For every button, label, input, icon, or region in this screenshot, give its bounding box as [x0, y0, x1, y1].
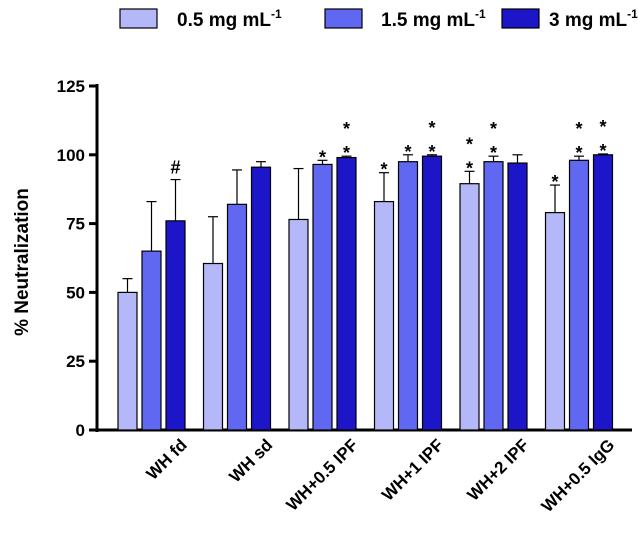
y-tick-label: 100: [57, 146, 85, 165]
bar: [312, 163, 333, 431]
significance-star: *: [490, 119, 497, 139]
bar: [202, 262, 224, 431]
bar: [592, 154, 614, 431]
significance-star: *: [343, 119, 350, 139]
bars: # * * * * * * * * * * * * * * * *: [117, 117, 614, 431]
bar: [507, 162, 528, 431]
bar: [336, 156, 357, 431]
significance-star: *: [551, 172, 558, 192]
significance-star: *: [599, 117, 606, 137]
y-axis-title: % Neutralization: [12, 188, 33, 336]
x-category-label: WH fd: [143, 435, 191, 483]
bar: [483, 161, 504, 431]
bar: [421, 155, 443, 431]
x-axis-labels: WH fd WH sd WH+0.5 IPF WH+1 IPF WH+2 IPF WH+0…: [143, 435, 619, 516]
significance-star: *: [380, 160, 387, 180]
bar: [544, 211, 566, 431]
legend-swatch: [501, 8, 540, 29]
significance-star: *: [404, 142, 411, 162]
significance-star: *: [466, 134, 473, 154]
bar: [459, 183, 480, 431]
bar: [250, 166, 272, 431]
y-tick-label: 25: [66, 352, 85, 371]
x-category-label: WH+2 IPF: [464, 435, 533, 504]
bar: [288, 218, 309, 431]
significance-star: *: [428, 118, 435, 138]
legend-label: 0.5 mg mL-1: [177, 7, 282, 31]
significance-star: *: [319, 147, 326, 167]
hash-annotation: #: [170, 158, 180, 178]
bar: [397, 161, 419, 431]
bar: [568, 159, 590, 431]
legend-swatch: [119, 8, 158, 29]
bar: [165, 220, 186, 431]
significance-star: *: [575, 143, 582, 163]
bar: [226, 203, 248, 431]
legend-label: 3 mg mL-1: [549, 7, 638, 31]
y-tick-label: 125: [57, 77, 85, 96]
x-category-label: WH+0.5 IgG: [538, 435, 619, 516]
bar: [117, 291, 138, 431]
bar: [373, 200, 395, 431]
significance-star: *: [575, 119, 582, 139]
bar: [141, 250, 162, 431]
y-tick-label: 0: [76, 421, 85, 440]
significance-star: *: [343, 143, 350, 163]
significance-star: *: [466, 158, 473, 178]
x-category-label: WH+0.5 IPF: [283, 435, 362, 514]
x-category-label: WH+1 IPF: [378, 435, 447, 504]
x-category-label: WH sd: [225, 435, 276, 486]
legend: 0.5 mg mL-1 1.5 mg mL-1 3 mg mL-1: [119, 7, 638, 31]
significance-star: *: [428, 142, 435, 162]
legend-label: 1.5 mg mL-1: [381, 7, 486, 31]
significance-star: *: [599, 141, 606, 161]
y-tick-label: 75: [66, 215, 85, 234]
legend-swatch: [324, 8, 363, 29]
significance-star: *: [490, 143, 497, 163]
y-tick-label: 50: [66, 283, 85, 302]
